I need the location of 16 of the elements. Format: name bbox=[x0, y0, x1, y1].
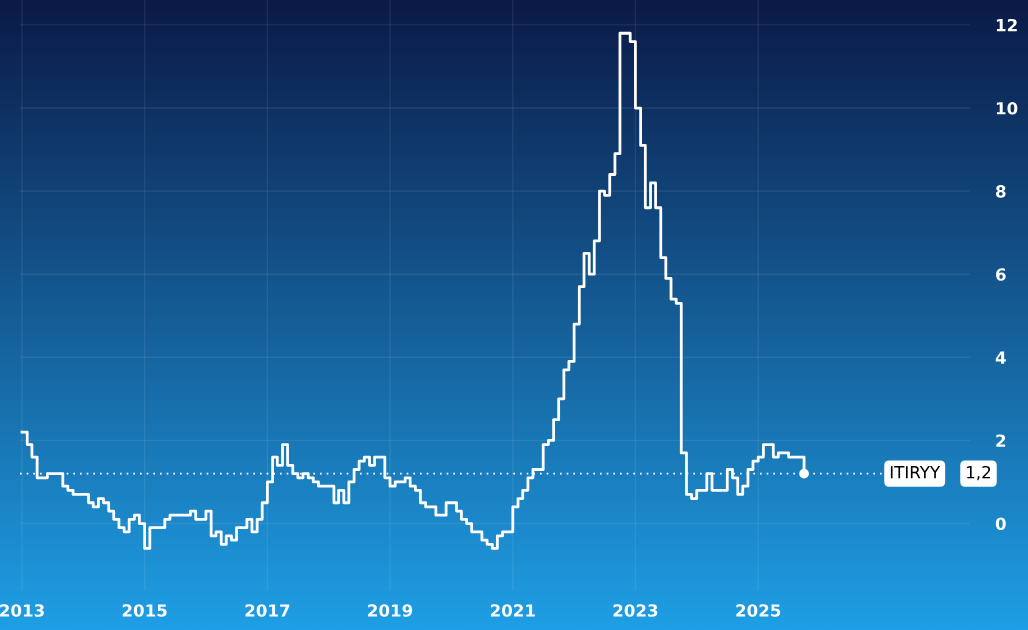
x-tick-label: 2015 bbox=[122, 604, 167, 617]
y-tick-label: 8 bbox=[996, 185, 1006, 198]
y-tick-label: 2 bbox=[996, 434, 1006, 447]
x-tick-label: 2019 bbox=[368, 604, 413, 617]
x-tick-label: 2013 bbox=[0, 604, 44, 617]
x-tick-label: 2021 bbox=[490, 604, 535, 617]
y-tick-label: 12 bbox=[996, 18, 1017, 32]
y-tick-label: 4 bbox=[995, 351, 1006, 364]
x-tick-label: 2023 bbox=[613, 604, 658, 617]
ref-line-label: ITIRYY bbox=[890, 466, 941, 479]
annotation: 1,2 bbox=[967, 465, 991, 481]
x-tick-label: 2017 bbox=[245, 604, 290, 617]
y-tick-label: 10 bbox=[996, 101, 1018, 115]
x-tick-label: 2025 bbox=[736, 604, 781, 617]
y-tick-label: 0 bbox=[995, 517, 1006, 531]
y-tick-label: 6 bbox=[996, 268, 1006, 281]
